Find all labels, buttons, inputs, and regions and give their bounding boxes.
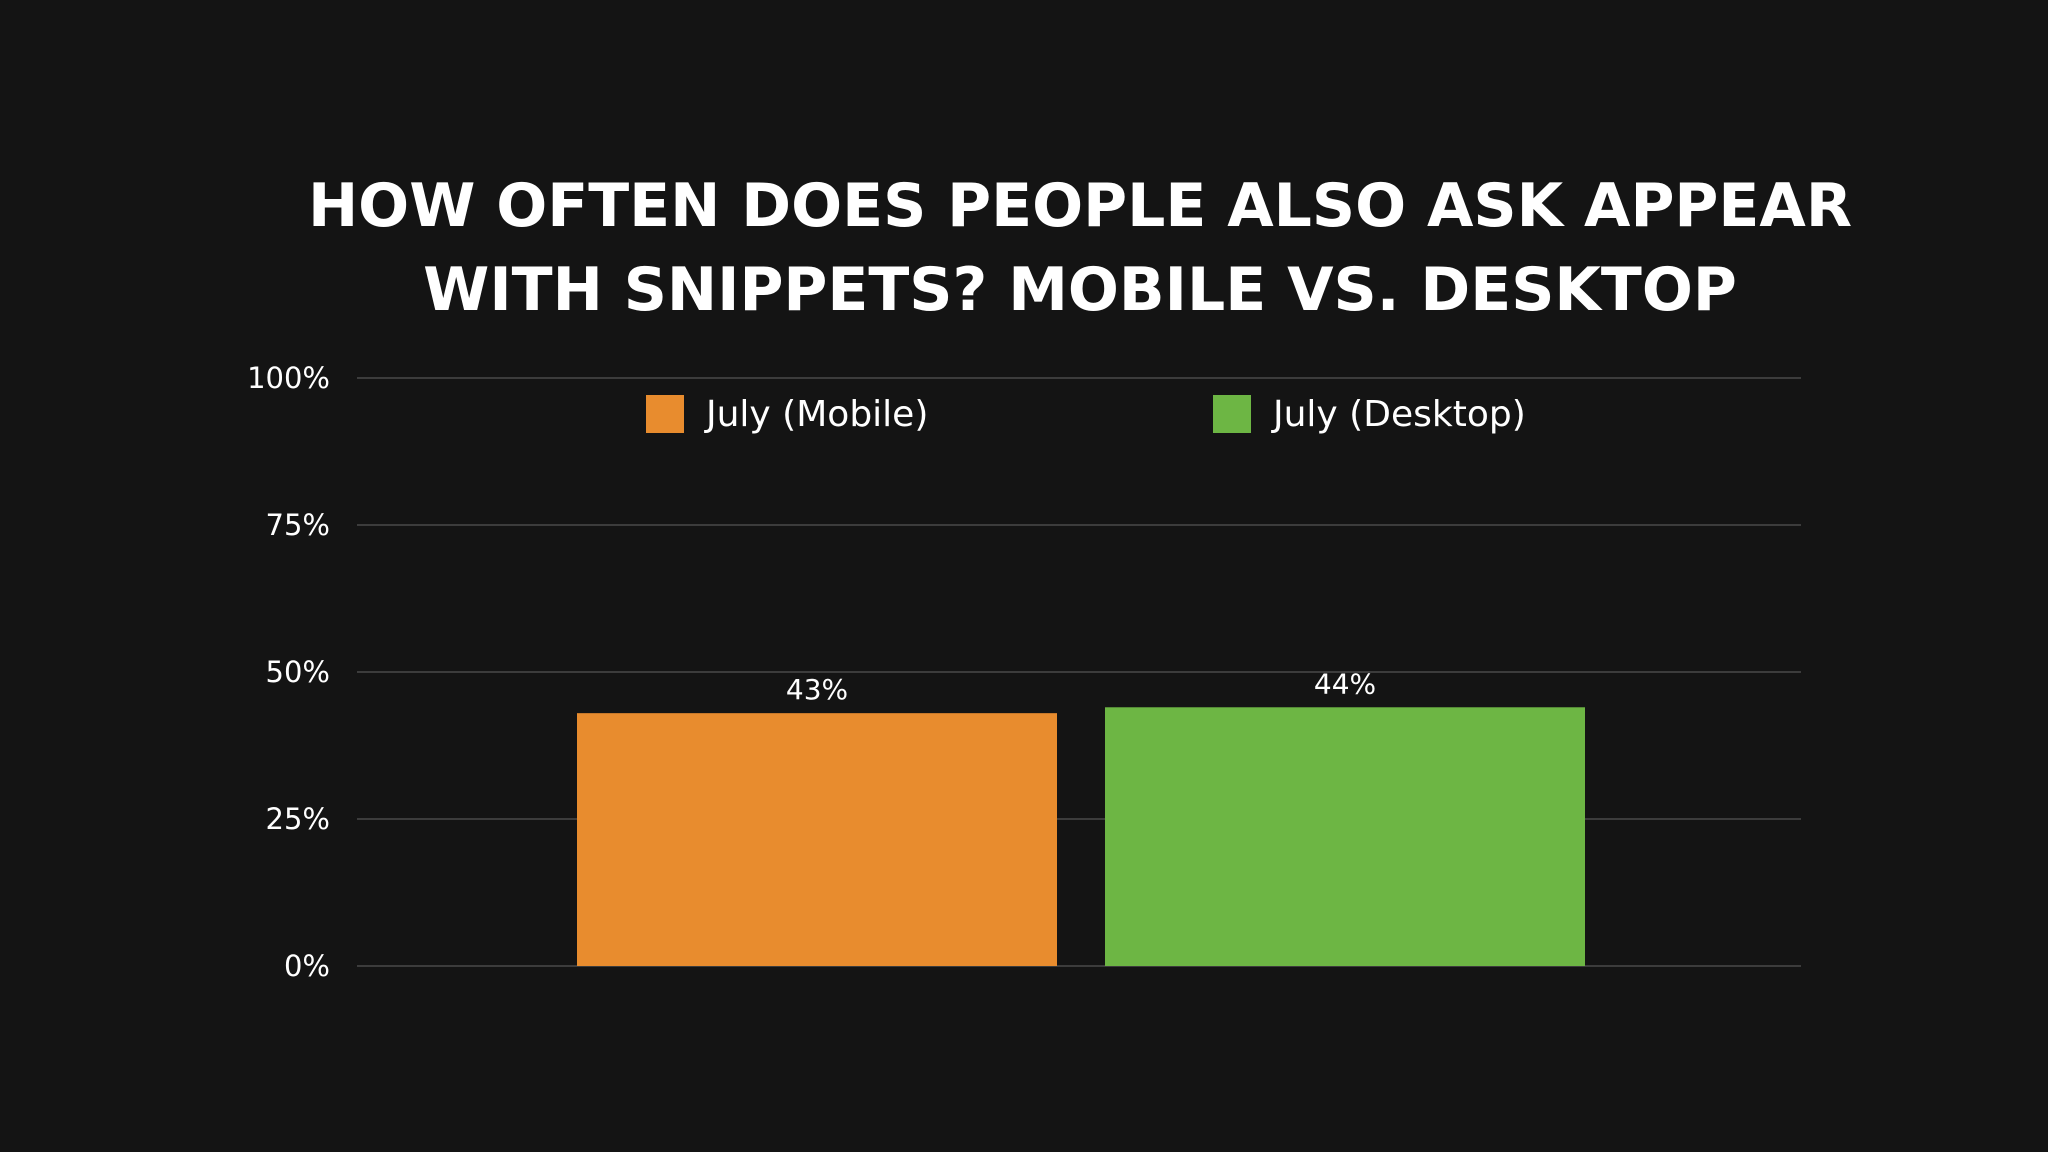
y-tick-label: 0% <box>284 949 330 983</box>
bar-mobile <box>577 713 1057 966</box>
y-tick-label: 25% <box>266 802 330 836</box>
chart-title-line-2: WITH SNIPPETS? MOBILE VS. DESKTOP <box>423 255 1737 325</box>
legend-swatch <box>646 395 684 433</box>
bars <box>577 707 1585 966</box>
legend-label: July (Desktop) <box>1271 394 1526 435</box>
legend: July (Mobile) July (Desktop) <box>646 394 1526 435</box>
data-labels: 43% 44% <box>786 667 1376 706</box>
y-axis-ticks: 0% 25% 50% 75% 100% <box>247 361 330 983</box>
legend-swatch <box>1213 395 1251 433</box>
chart-title-line-1: HOW OFTEN DOES PEOPLE ALSO ASK APPEAR <box>308 171 1852 241</box>
y-tick-label: 100% <box>247 361 330 395</box>
bar-value-label: 43% <box>786 673 848 706</box>
bar-desktop <box>1105 707 1585 966</box>
bar-value-label: 44% <box>1314 667 1376 700</box>
y-tick-label: 50% <box>266 655 330 689</box>
y-tick-label: 75% <box>266 508 330 542</box>
legend-label: July (Mobile) <box>704 394 928 435</box>
chart-title: HOW OFTEN DOES PEOPLE ALSO ASK APPEAR WI… <box>308 171 1852 325</box>
